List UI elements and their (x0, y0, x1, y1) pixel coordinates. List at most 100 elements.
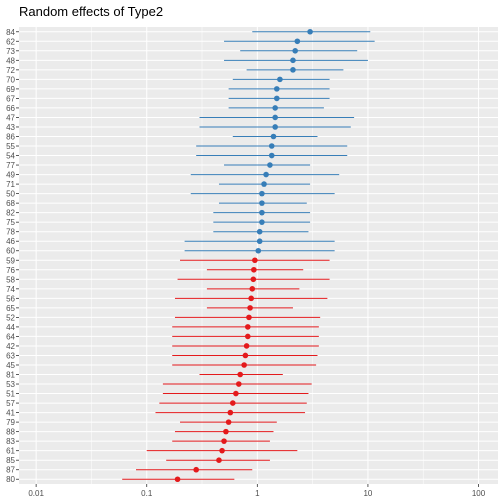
y-tick-label: 51 (6, 390, 15, 399)
y-tick-label: 46 (6, 237, 15, 246)
y-tick-label: 87 (6, 466, 15, 475)
y-tick-label: 81 (6, 371, 15, 380)
y-tick-label: 73 (6, 47, 15, 56)
y-tick-label: 48 (6, 56, 15, 65)
point-estimate (274, 86, 280, 92)
point-estimate (237, 371, 243, 378)
y-tick-label: 83 (6, 437, 15, 446)
point-estimate (252, 257, 258, 264)
y-tick-label: 68 (6, 199, 15, 208)
y-tick-label: 76 (6, 266, 15, 275)
y-tick-label: 78 (6, 228, 15, 237)
y-tick-label: 82 (6, 209, 15, 218)
y-tick-label: 42 (6, 342, 15, 351)
point-estimate (221, 438, 227, 444)
point-estimate (274, 95, 280, 102)
point-estimate (261, 181, 267, 187)
point-estimate (290, 57, 296, 64)
y-tick-label: 43 (6, 123, 15, 132)
point-estimate (193, 466, 199, 473)
point-estimate (259, 200, 265, 206)
x-tick-label: 0.01 (28, 489, 44, 498)
point-estimate (242, 352, 249, 359)
x-tick-label: 10 (363, 489, 372, 498)
point-estimate (277, 76, 283, 83)
point-estimate (259, 209, 265, 216)
y-tick-label: 77 (6, 161, 15, 170)
point-estimate (247, 305, 253, 311)
point-estimate (243, 343, 250, 349)
y-tick-label: 45 (6, 361, 15, 370)
point-estimate (244, 324, 251, 330)
point-estimate (263, 171, 269, 178)
plot-panel (19, 27, 498, 484)
point-estimate (227, 409, 234, 416)
y-tick-label: 70 (6, 75, 15, 84)
point-estimate (249, 286, 256, 292)
point-estimate (174, 476, 181, 483)
point-estimates (174, 28, 313, 483)
y-tick-label: 67 (6, 94, 15, 103)
x-tick-label: 0.1 (141, 489, 153, 498)
point-estimate (290, 67, 296, 73)
point-estimate (219, 447, 225, 454)
point-estimate (251, 266, 257, 273)
point-estimate (216, 457, 222, 463)
y-tick-label: 75 (6, 218, 15, 227)
point-estimate (255, 247, 262, 254)
point-estimate (223, 428, 229, 435)
y-tick-label: 53 (6, 380, 15, 389)
y-tick-label: 66 (6, 104, 15, 113)
point-estimate (294, 38, 301, 45)
y-tick-label: 65 (6, 304, 15, 313)
point-estimate (272, 124, 278, 130)
point-estimate (272, 114, 278, 121)
point-estimate (236, 381, 242, 387)
point-estimate (244, 333, 251, 340)
y-tick-label: 85 (6, 456, 15, 465)
y-tick-label: 52 (6, 313, 15, 322)
point-estimate (233, 390, 239, 397)
chart-title: Random effects of Type2 (19, 4, 163, 19)
y-tick-label: 63 (6, 351, 15, 360)
x-tick-label: 100 (472, 489, 486, 498)
y-tick-label: 49 (6, 171, 15, 180)
minor-grid (91, 27, 424, 484)
x-axis-ticks: 0.01 0.1 1 10 100 (28, 484, 486, 498)
y-tick-label: 88 (6, 428, 15, 437)
point-estimate (307, 28, 313, 35)
point-estimate (246, 314, 252, 321)
point-estimate (229, 400, 236, 406)
y-axis-ticks: 8462734872706967664743865554774971506882… (6, 28, 19, 484)
point-estimate (268, 143, 275, 149)
y-tick-label: 54 (6, 152, 15, 161)
point-estimate (259, 219, 265, 225)
point-estimate (268, 152, 275, 159)
y-tick-label: 72 (6, 66, 15, 75)
point-estimate (256, 228, 263, 235)
y-tick-label: 47 (6, 113, 15, 122)
y-tick-label: 71 (6, 180, 15, 189)
y-tick-label: 56 (6, 294, 15, 303)
y-tick-label: 80 (6, 475, 15, 484)
point-estimate (241, 362, 247, 368)
y-tick-label: 60 (6, 247, 15, 256)
x-tick-label: 1 (255, 489, 260, 498)
y-tick-label: 44 (6, 323, 15, 332)
y-tick-label: 41 (6, 409, 15, 418)
y-tick-label: 55 (6, 142, 15, 151)
y-tick-label: 69 (6, 85, 15, 94)
point-estimate (225, 419, 232, 425)
y-tick-label: 79 (6, 418, 15, 427)
y-tick-label: 64 (6, 332, 15, 341)
point-estimate (256, 238, 263, 245)
point-estimate (248, 295, 254, 302)
y-tick-label: 84 (6, 28, 15, 37)
point-estimate (270, 133, 277, 140)
y-tick-label: 61 (6, 447, 15, 456)
point-estimate (272, 105, 278, 111)
y-tick-label: 50 (6, 190, 15, 199)
point-estimate (267, 162, 273, 168)
y-tick-label: 58 (6, 275, 15, 284)
